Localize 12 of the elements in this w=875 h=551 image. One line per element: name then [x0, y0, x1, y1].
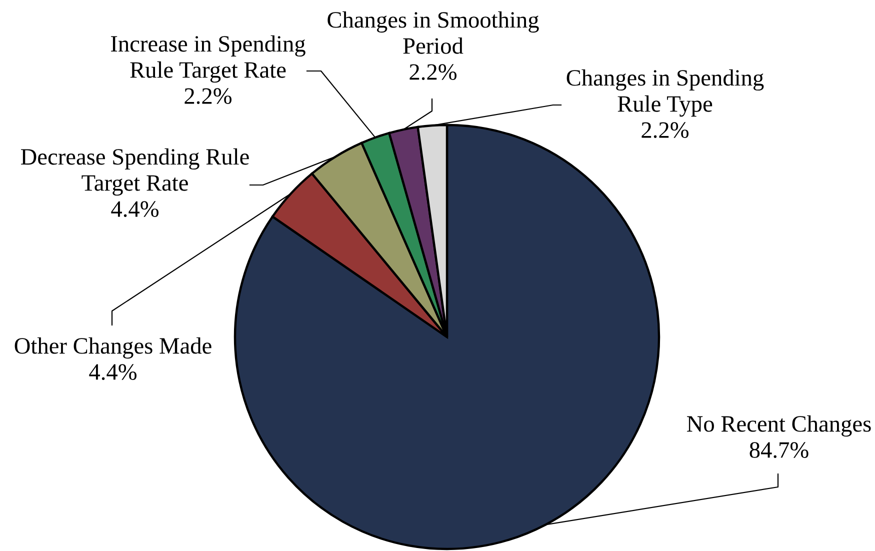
slice-label: No Recent Changes: [687, 415, 871, 437]
slice-label: Other Changes Made: [14, 337, 212, 359]
data-label: 2.2%: [184, 88, 232, 104]
slice-label: Changes in Spending Rule Type: [566, 69, 764, 117]
slice-label: Decrease Spending Rule Target Rate: [20, 148, 249, 196]
slice-label: Increase in Spending Rule Target Rate: [111, 35, 306, 83]
slice-label: Changes in Smoothing Period: [328, 11, 539, 54]
data-label: 84.7%: [750, 442, 808, 458]
data-label: 4.4%: [111, 201, 159, 218]
data-label: 4.4%: [89, 364, 137, 380]
data-label: 2.2%: [642, 122, 689, 138]
data-label: 2.2%: [410, 64, 457, 80]
